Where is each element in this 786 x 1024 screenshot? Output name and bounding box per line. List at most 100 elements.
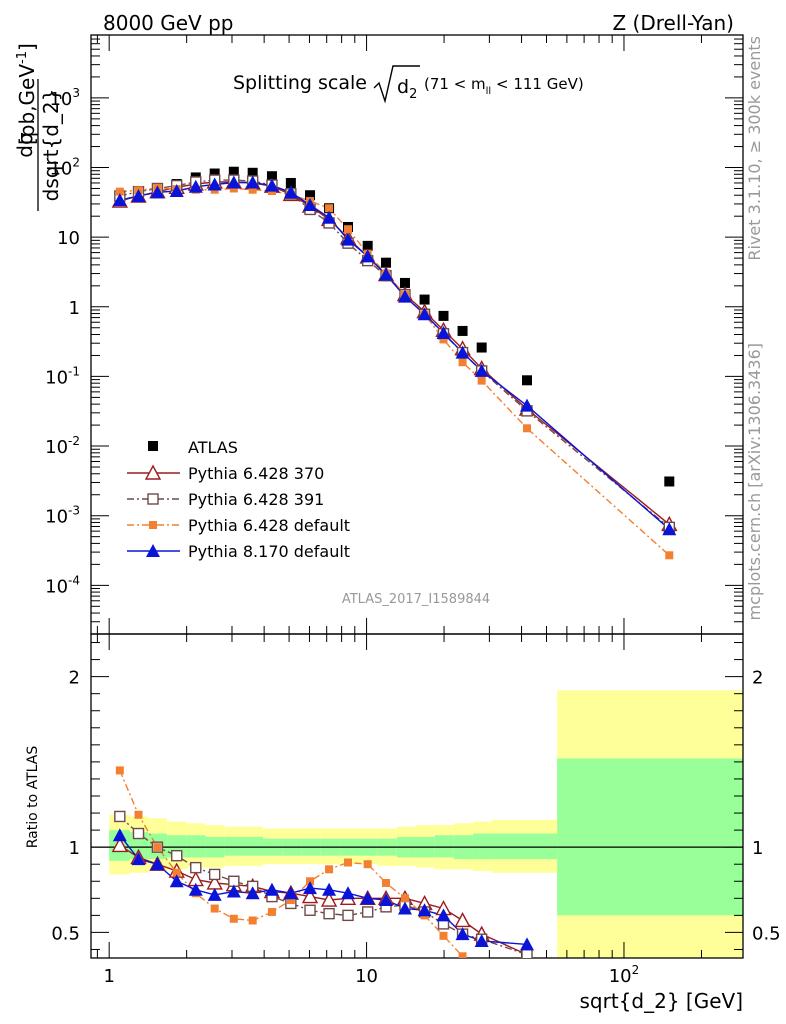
ratio-y-tick-label-right-2: 2 bbox=[752, 668, 763, 689]
ratio-point-pdef bbox=[229, 914, 238, 923]
main-point-pdef bbox=[344, 225, 353, 234]
legend-marker-pdef bbox=[149, 521, 157, 529]
main-point-atlas bbox=[521, 375, 532, 386]
ratio-point-p8 bbox=[207, 887, 222, 901]
main-point-p8 bbox=[245, 175, 260, 189]
main-y-tick-label-4: 1 bbox=[69, 298, 80, 319]
main-point-pdef bbox=[439, 335, 448, 344]
ratio-point-p391 bbox=[342, 909, 354, 922]
ratio-y-tick-label-1: 1 bbox=[69, 838, 80, 859]
ratio-series-layer bbox=[111, 766, 534, 958]
main-point-atlas bbox=[476, 342, 487, 353]
header-right-label: Z (Drell-Yan) bbox=[612, 11, 734, 35]
legend-label-pdef: Pythia 6.428 default bbox=[188, 516, 350, 535]
sqrt-symbol bbox=[373, 65, 420, 104]
band-inner-17 bbox=[434, 835, 454, 858]
ratio-point-p8 bbox=[341, 886, 356, 900]
main-point-atlas bbox=[399, 277, 410, 288]
ratio-point-p391 bbox=[132, 827, 145, 840]
main-title-symbol-d: d bbox=[397, 76, 409, 98]
ratio-y-tick-label-right-1: 1 bbox=[752, 838, 763, 859]
ratio-y-tick-label-right-0: 0.5 bbox=[752, 923, 781, 944]
ratio-point-p8 bbox=[169, 874, 184, 888]
y-label-numerator: dσ bbox=[13, 132, 37, 158]
main-point-atlas bbox=[664, 476, 675, 487]
main-y-tick-label-5: 10 bbox=[57, 228, 80, 249]
main-point-pdef bbox=[665, 551, 674, 560]
main-point-p8 bbox=[169, 184, 184, 198]
main-point-p8 bbox=[474, 363, 489, 377]
ratio-y-axis-label: Ratio to ATLAS bbox=[25, 746, 41, 849]
ratio-point-p391 bbox=[171, 849, 183, 862]
main-point-p8 bbox=[360, 249, 375, 263]
ratio-point-pdef bbox=[115, 766, 124, 775]
ratio-point-p391 bbox=[304, 904, 316, 916]
main-y-tick-label-3-exp: -1 bbox=[68, 364, 80, 378]
ratio-point-p8 bbox=[397, 901, 412, 915]
main-y-tick-label-7-exp: 3 bbox=[72, 86, 80, 100]
main-point-atlas bbox=[285, 177, 296, 188]
legend-marker-p391 bbox=[147, 493, 159, 505]
legend-marker-p8 bbox=[146, 544, 160, 557]
ratio-point-p8 bbox=[264, 882, 279, 896]
main-point-atlas bbox=[381, 257, 392, 268]
x-tick-label-2-exp: 2 bbox=[632, 963, 640, 977]
main-point-atlas bbox=[228, 166, 239, 177]
main-y-tick-label-7-base: 10 bbox=[49, 89, 72, 110]
band-inner-4 bbox=[186, 835, 206, 858]
ratio-point-pdef bbox=[172, 868, 181, 877]
main-point-pdef bbox=[248, 185, 257, 194]
ratio-point-pdef bbox=[400, 894, 409, 903]
main-y-tick-label-4-base: 1 bbox=[69, 298, 80, 319]
main-point-pdef bbox=[477, 376, 486, 385]
main-series-layer bbox=[111, 166, 678, 560]
main-point-p8 bbox=[226, 175, 241, 189]
main-line-p8 bbox=[119, 181, 670, 530]
main-title-range-sub: ll bbox=[486, 86, 492, 97]
main-point-p8 bbox=[283, 185, 298, 199]
ratio-point-pdef bbox=[210, 904, 219, 913]
main-y-tick-label-3: 10-1 bbox=[45, 364, 80, 388]
main-point-p8 bbox=[341, 232, 356, 246]
ratio-point-p391 bbox=[208, 868, 221, 881]
main-title-symbol: d2 bbox=[397, 76, 417, 102]
main-title-range-post: < 111 GeV) bbox=[491, 75, 583, 93]
main-point-p8 bbox=[303, 197, 318, 211]
analysis-watermark: ATLAS_2017_I1589844 bbox=[342, 592, 490, 607]
ratio-point-pdef bbox=[134, 810, 143, 819]
main-title-symbol-sub: 2 bbox=[409, 87, 417, 102]
main-point-p8 bbox=[455, 345, 470, 359]
ratio-point-p370 bbox=[320, 891, 338, 907]
main-y-tick-label-2-exp: -2 bbox=[68, 434, 80, 448]
band-inner-19 bbox=[472, 833, 492, 860]
x-tick-label-0-base: 1 bbox=[103, 966, 114, 987]
main-point-pdef bbox=[115, 187, 124, 196]
main-point-pdef bbox=[325, 204, 334, 213]
ratio-point-p8 bbox=[360, 891, 375, 905]
ratio-point-p391 bbox=[361, 906, 374, 918]
ratio-point-pdef bbox=[267, 907, 276, 916]
x-tick-label-1: 10 bbox=[355, 966, 378, 987]
legend-marker-atlas bbox=[148, 441, 158, 451]
main-point-pdef bbox=[522, 424, 531, 433]
ratio-point-pdef bbox=[458, 952, 467, 958]
main-title-text: Splitting scale bbox=[233, 72, 367, 94]
main-point-p8 bbox=[131, 188, 146, 202]
main-y-tick-label-6: 102 bbox=[49, 156, 80, 180]
ratio-point-pdef bbox=[286, 896, 295, 905]
ratio-point-pdef bbox=[153, 843, 162, 852]
main-y-tick-label-5-base: 10 bbox=[57, 228, 80, 249]
main-point-atlas bbox=[305, 190, 316, 201]
main-point-atlas bbox=[438, 310, 449, 321]
band-inner-21 bbox=[557, 758, 743, 916]
main-point-p8 bbox=[519, 398, 534, 412]
legend-label-p370: Pythia 6.428 370 bbox=[188, 464, 324, 483]
main-y-tick-label-1: 10-3 bbox=[45, 504, 80, 528]
main-y-tick-label-1-exp: -3 bbox=[68, 504, 80, 518]
main-line-p370 bbox=[119, 181, 670, 525]
ratio-point-p8 bbox=[436, 908, 451, 922]
ratio-point-p8 bbox=[283, 886, 298, 900]
ratio-point-pdef bbox=[363, 860, 372, 869]
main-title: Splitting scale bbox=[233, 72, 367, 94]
